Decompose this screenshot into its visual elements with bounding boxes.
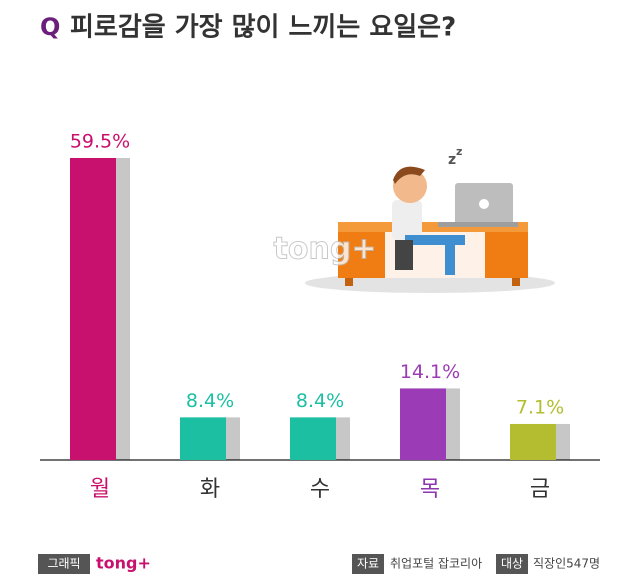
value-label: 59.5%: [70, 131, 130, 153]
x-tick-label: 수: [310, 477, 330, 502]
footer: 그래픽 tong+ 자료 취업포털 잡코리아 대상 직장인547명: [38, 554, 600, 574]
x-tick-label: 화: [200, 477, 220, 502]
bar: [290, 417, 336, 460]
footer-badge: [38, 554, 90, 574]
title-prefix: Q: [40, 13, 60, 41]
bar-side: [226, 417, 240, 460]
x-tick-label: 월: [90, 477, 110, 502]
source: 취업포털 잡코리아: [390, 557, 482, 571]
footer-badge: [352, 554, 384, 574]
value-label: 7.1%: [516, 396, 564, 418]
bar-side: [446, 388, 460, 460]
value-label: 8.4%: [296, 390, 344, 412]
illustration: z z: [305, 145, 555, 293]
brand: tong+: [96, 554, 151, 573]
x-tick-label: 금: [530, 477, 550, 502]
watermark: tong+: [274, 232, 377, 267]
target: 직장인547명: [533, 557, 600, 571]
bar: [510, 423, 556, 460]
bar: [400, 388, 446, 460]
target-label: 대상: [501, 557, 523, 571]
chart-title: 피로감을 가장 많이 느끼는 요일은?: [70, 13, 456, 43]
graphic-label: 그래픽: [47, 557, 80, 571]
bar: [70, 158, 116, 460]
value-label: 14.1%: [400, 361, 460, 383]
bar-side: [336, 417, 350, 460]
svg-text:z: z: [448, 152, 456, 168]
bar-side: [116, 158, 130, 460]
bar-side: [556, 423, 570, 460]
bar: [180, 417, 226, 460]
footer-badge: [496, 554, 528, 574]
x-tick-label: 목: [420, 477, 440, 502]
value-label: 8.4%: [186, 390, 234, 412]
source-label: 자료: [357, 557, 379, 571]
svg-text:z: z: [456, 145, 462, 158]
